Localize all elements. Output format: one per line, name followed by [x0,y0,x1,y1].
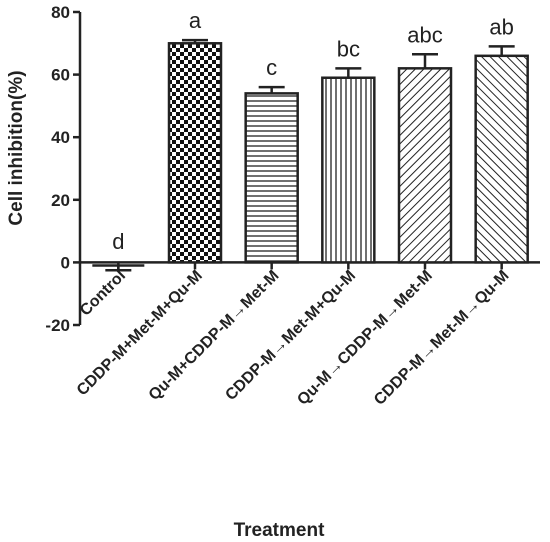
significance-label: abc [407,22,442,47]
significance-label: d [112,229,124,254]
x-tick-label: Qu-M→CDDP-M→Met-M [294,267,435,408]
y-tick-label: 60 [51,66,70,85]
y-tick-label: 0 [61,253,70,272]
y-tick-labels: -20 0 20 40 60 80 [45,3,70,335]
x-tick-label: CDDP-M→Met-M→Qu-M [371,267,512,408]
bar [474,54,529,264]
bars [92,38,529,272]
significance-label: ab [489,14,513,39]
x-axis-title: Treatment [234,520,325,541]
y-tick-label: 80 [51,3,70,22]
bar [244,92,299,264]
x-tick-labels: ControlCDDP-M+Met-M+Qu-MQu-M+CDDP-M→Met-… [74,267,513,408]
x-tick-label: CDDP-M+Met-M+Qu-M [74,267,206,399]
y-axis-title: Cell inhibition(%) [6,70,27,225]
significance-label: bc [337,36,360,61]
axes [73,10,540,327]
x-tick-label: Qu-M+CDDP-M→Met-M [146,267,283,404]
bar [321,76,376,264]
x-tick-label: CDDP-M→Met-M+Qu-M [222,267,359,404]
bar [397,67,453,264]
significance-label: a [189,8,202,33]
y-tick-label: -20 [45,316,70,335]
y-tick-label: 20 [51,191,70,210]
significance-labels: d a c bc abc ab [112,8,514,254]
y-tick-label: 40 [51,128,70,147]
significance-label: c [266,55,277,80]
bar [167,42,223,264]
x-tick-label: Control [77,267,129,319]
